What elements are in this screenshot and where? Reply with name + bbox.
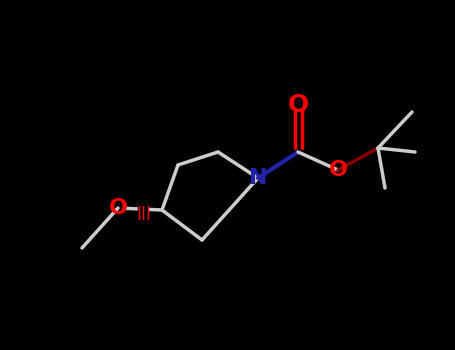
Text: |||: |||	[136, 206, 151, 220]
Text: O: O	[108, 198, 127, 218]
Text: N: N	[249, 168, 267, 188]
Text: O: O	[288, 93, 308, 117]
Text: O: O	[329, 160, 348, 180]
